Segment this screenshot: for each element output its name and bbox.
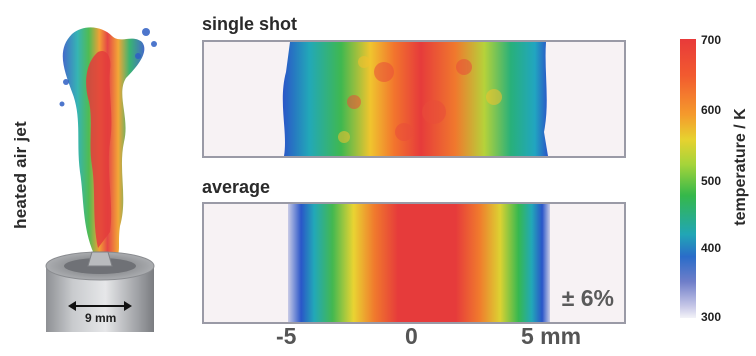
nozzle-dimension-label: 9 mm (85, 311, 117, 325)
colorbar-tick: 700 (701, 33, 722, 47)
uncertainty-label: ± 6% (561, 285, 614, 311)
average-panel: ± 6% (202, 202, 626, 324)
x-tick-label: -5 (276, 323, 297, 349)
average-title: average (202, 177, 271, 197)
colorbar-label: temperature / K (732, 108, 749, 226)
colorbar-tick: 400 (701, 241, 722, 255)
jet-side-label: heated air jet (11, 121, 30, 229)
single-shot-panel (202, 40, 626, 158)
x-tick-label: 5 mm (521, 323, 582, 349)
colorbar-tick: 300 (701, 310, 722, 324)
colorbar (680, 39, 696, 318)
jet-plume-image (59, 27, 157, 255)
x-tick-label: 0 (405, 323, 418, 349)
colorbar-tick: 500 (701, 174, 722, 188)
colorbar-tick: 600 (701, 103, 722, 117)
single-shot-field (282, 42, 548, 156)
single-shot-title: single shot (202, 14, 298, 34)
nozzle-image (45, 251, 155, 332)
average-field (288, 204, 550, 322)
